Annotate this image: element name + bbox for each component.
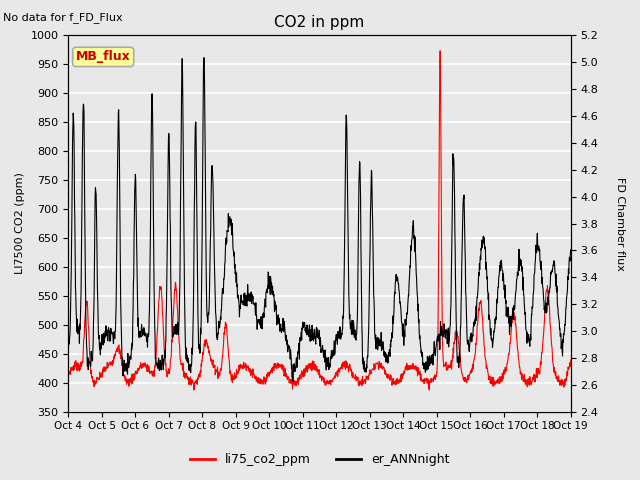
Y-axis label: LI7500 CO2 (ppm): LI7500 CO2 (ppm) bbox=[15, 173, 25, 275]
Text: MB_flux: MB_flux bbox=[76, 50, 131, 63]
Title: CO2 in ppm: CO2 in ppm bbox=[275, 15, 365, 30]
Y-axis label: FD Chamber flux: FD Chamber flux bbox=[615, 177, 625, 270]
Legend: li75_co2_ppm, er_ANNnight: li75_co2_ppm, er_ANNnight bbox=[186, 448, 454, 471]
Text: No data for f_FD_Flux: No data for f_FD_Flux bbox=[3, 12, 123, 23]
